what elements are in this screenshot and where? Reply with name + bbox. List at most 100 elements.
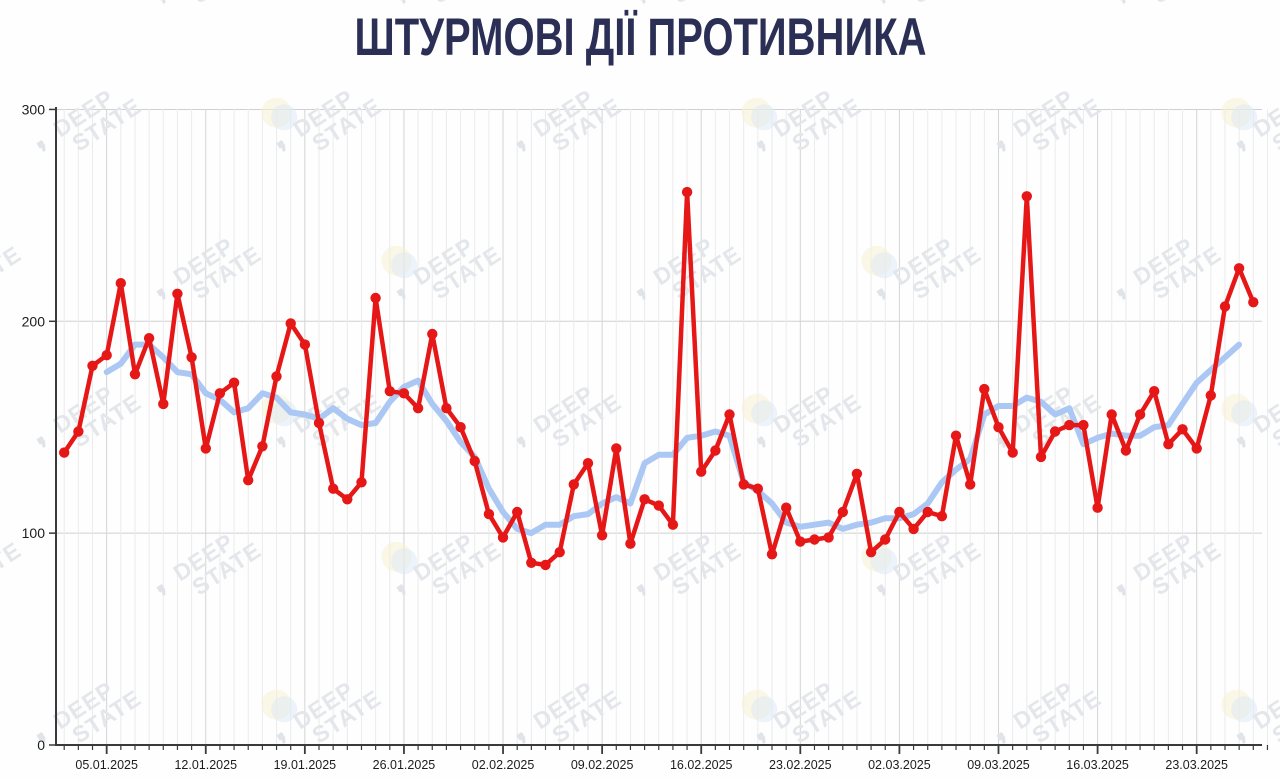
data-point xyxy=(625,538,636,549)
x-tick-label: 09.03.2025 xyxy=(967,758,1030,772)
data-point xyxy=(101,350,112,361)
x-tick-label: 05.01.2025 xyxy=(75,758,138,772)
y-tick-label: 0 xyxy=(37,737,45,753)
y-tick-label: 100 xyxy=(22,525,46,541)
watermark-blob-blue xyxy=(871,548,898,575)
watermark-blob-blue xyxy=(391,252,418,279)
data-point xyxy=(894,506,905,518)
data-point xyxy=(936,511,948,522)
data-point xyxy=(158,398,169,410)
data-point xyxy=(497,532,509,543)
data-point xyxy=(73,426,84,437)
data-point xyxy=(483,508,495,520)
page-title-text: ШТУРМОВІ ДІЇ ПРОТИВНИКА xyxy=(354,7,926,67)
data-point xyxy=(1163,439,1174,450)
data-point xyxy=(299,339,311,350)
data-point xyxy=(172,288,183,299)
watermark-droplet-icon: ❜ xyxy=(993,136,1019,169)
watermark-droplet-icon: ❜ xyxy=(393,580,419,613)
watermark-droplet-icon: ❜ xyxy=(273,136,299,169)
data-point xyxy=(823,532,834,543)
data-point xyxy=(285,318,296,329)
data-point xyxy=(554,547,565,558)
data-point xyxy=(710,445,721,456)
page-title: ШТУРМОВІ ДІЇ ПРОТИВНИКА xyxy=(0,7,1280,67)
watermark-droplet-icon: ❜ xyxy=(633,284,659,317)
watermark-droplet-icon: ❜ xyxy=(753,136,779,169)
x-tick-label: 16.03.2025 xyxy=(1066,758,1129,772)
data-point xyxy=(979,383,990,395)
data-point xyxy=(1134,409,1146,420)
data-point xyxy=(115,278,127,289)
data-point xyxy=(781,502,792,513)
x-tick-label: 02.03.2025 xyxy=(868,758,931,772)
watermark-droplet-icon: ❜ xyxy=(753,432,779,465)
data-point xyxy=(965,479,976,490)
data-point xyxy=(441,403,452,414)
watermark-droplet-icon: ❜ xyxy=(273,432,299,465)
data-point xyxy=(87,360,98,371)
data-point xyxy=(851,468,863,479)
x-tick-label: 02.02.2025 xyxy=(472,758,535,772)
data-point xyxy=(1233,263,1245,274)
daily-series xyxy=(58,186,1259,571)
data-point xyxy=(129,369,141,380)
data-point xyxy=(681,186,693,198)
data-point xyxy=(752,483,763,494)
x-tick-label: 23.03.2025 xyxy=(1165,758,1228,772)
y-tick-label: 200 xyxy=(22,313,46,329)
x-tick-label: 19.01.2025 xyxy=(274,758,337,772)
data-point xyxy=(58,447,70,458)
watermark-blob-blue xyxy=(391,548,418,575)
data-point xyxy=(200,443,211,454)
data-point xyxy=(1106,409,1117,420)
watermark-droplet-icon: ❜ xyxy=(1233,432,1259,465)
data-point xyxy=(398,388,410,399)
data-point xyxy=(993,422,1004,433)
watermark-blob-blue xyxy=(271,400,298,427)
data-point xyxy=(427,328,438,340)
data-point xyxy=(696,466,707,477)
data-point xyxy=(922,506,933,518)
data-point xyxy=(214,388,226,399)
x-tick-label: 16.02.2025 xyxy=(670,758,733,772)
data-point xyxy=(1191,443,1202,454)
watermark-blob-blue xyxy=(271,696,298,723)
watermark-droplet-icon: ❜ xyxy=(873,580,899,613)
data-point xyxy=(809,534,820,545)
data-point xyxy=(1035,451,1047,463)
x-tick-label: 23.02.2025 xyxy=(769,758,832,772)
data-point xyxy=(243,475,254,486)
data-point xyxy=(1149,386,1160,397)
data-point xyxy=(1248,297,1259,308)
data-point xyxy=(228,377,240,388)
watermark-text: STATE xyxy=(0,241,26,305)
data-point xyxy=(271,371,282,382)
data-point xyxy=(328,483,339,494)
watermark-blob-blue xyxy=(271,104,298,131)
data-point xyxy=(1007,447,1018,458)
data-point xyxy=(1078,419,1089,431)
data-point xyxy=(526,557,537,568)
data-point xyxy=(908,523,919,535)
x-axis-ticks: 05.01.2025 12.01.2025 19.01.2025 26.01.2025… xyxy=(63,745,1269,772)
data-point xyxy=(356,477,367,488)
average-series xyxy=(103,341,1243,537)
data-point xyxy=(342,494,353,505)
data-point xyxy=(370,292,381,304)
average-line xyxy=(103,341,1243,537)
data-point xyxy=(880,534,891,545)
data-point xyxy=(1021,191,1032,202)
data-point xyxy=(469,455,480,467)
